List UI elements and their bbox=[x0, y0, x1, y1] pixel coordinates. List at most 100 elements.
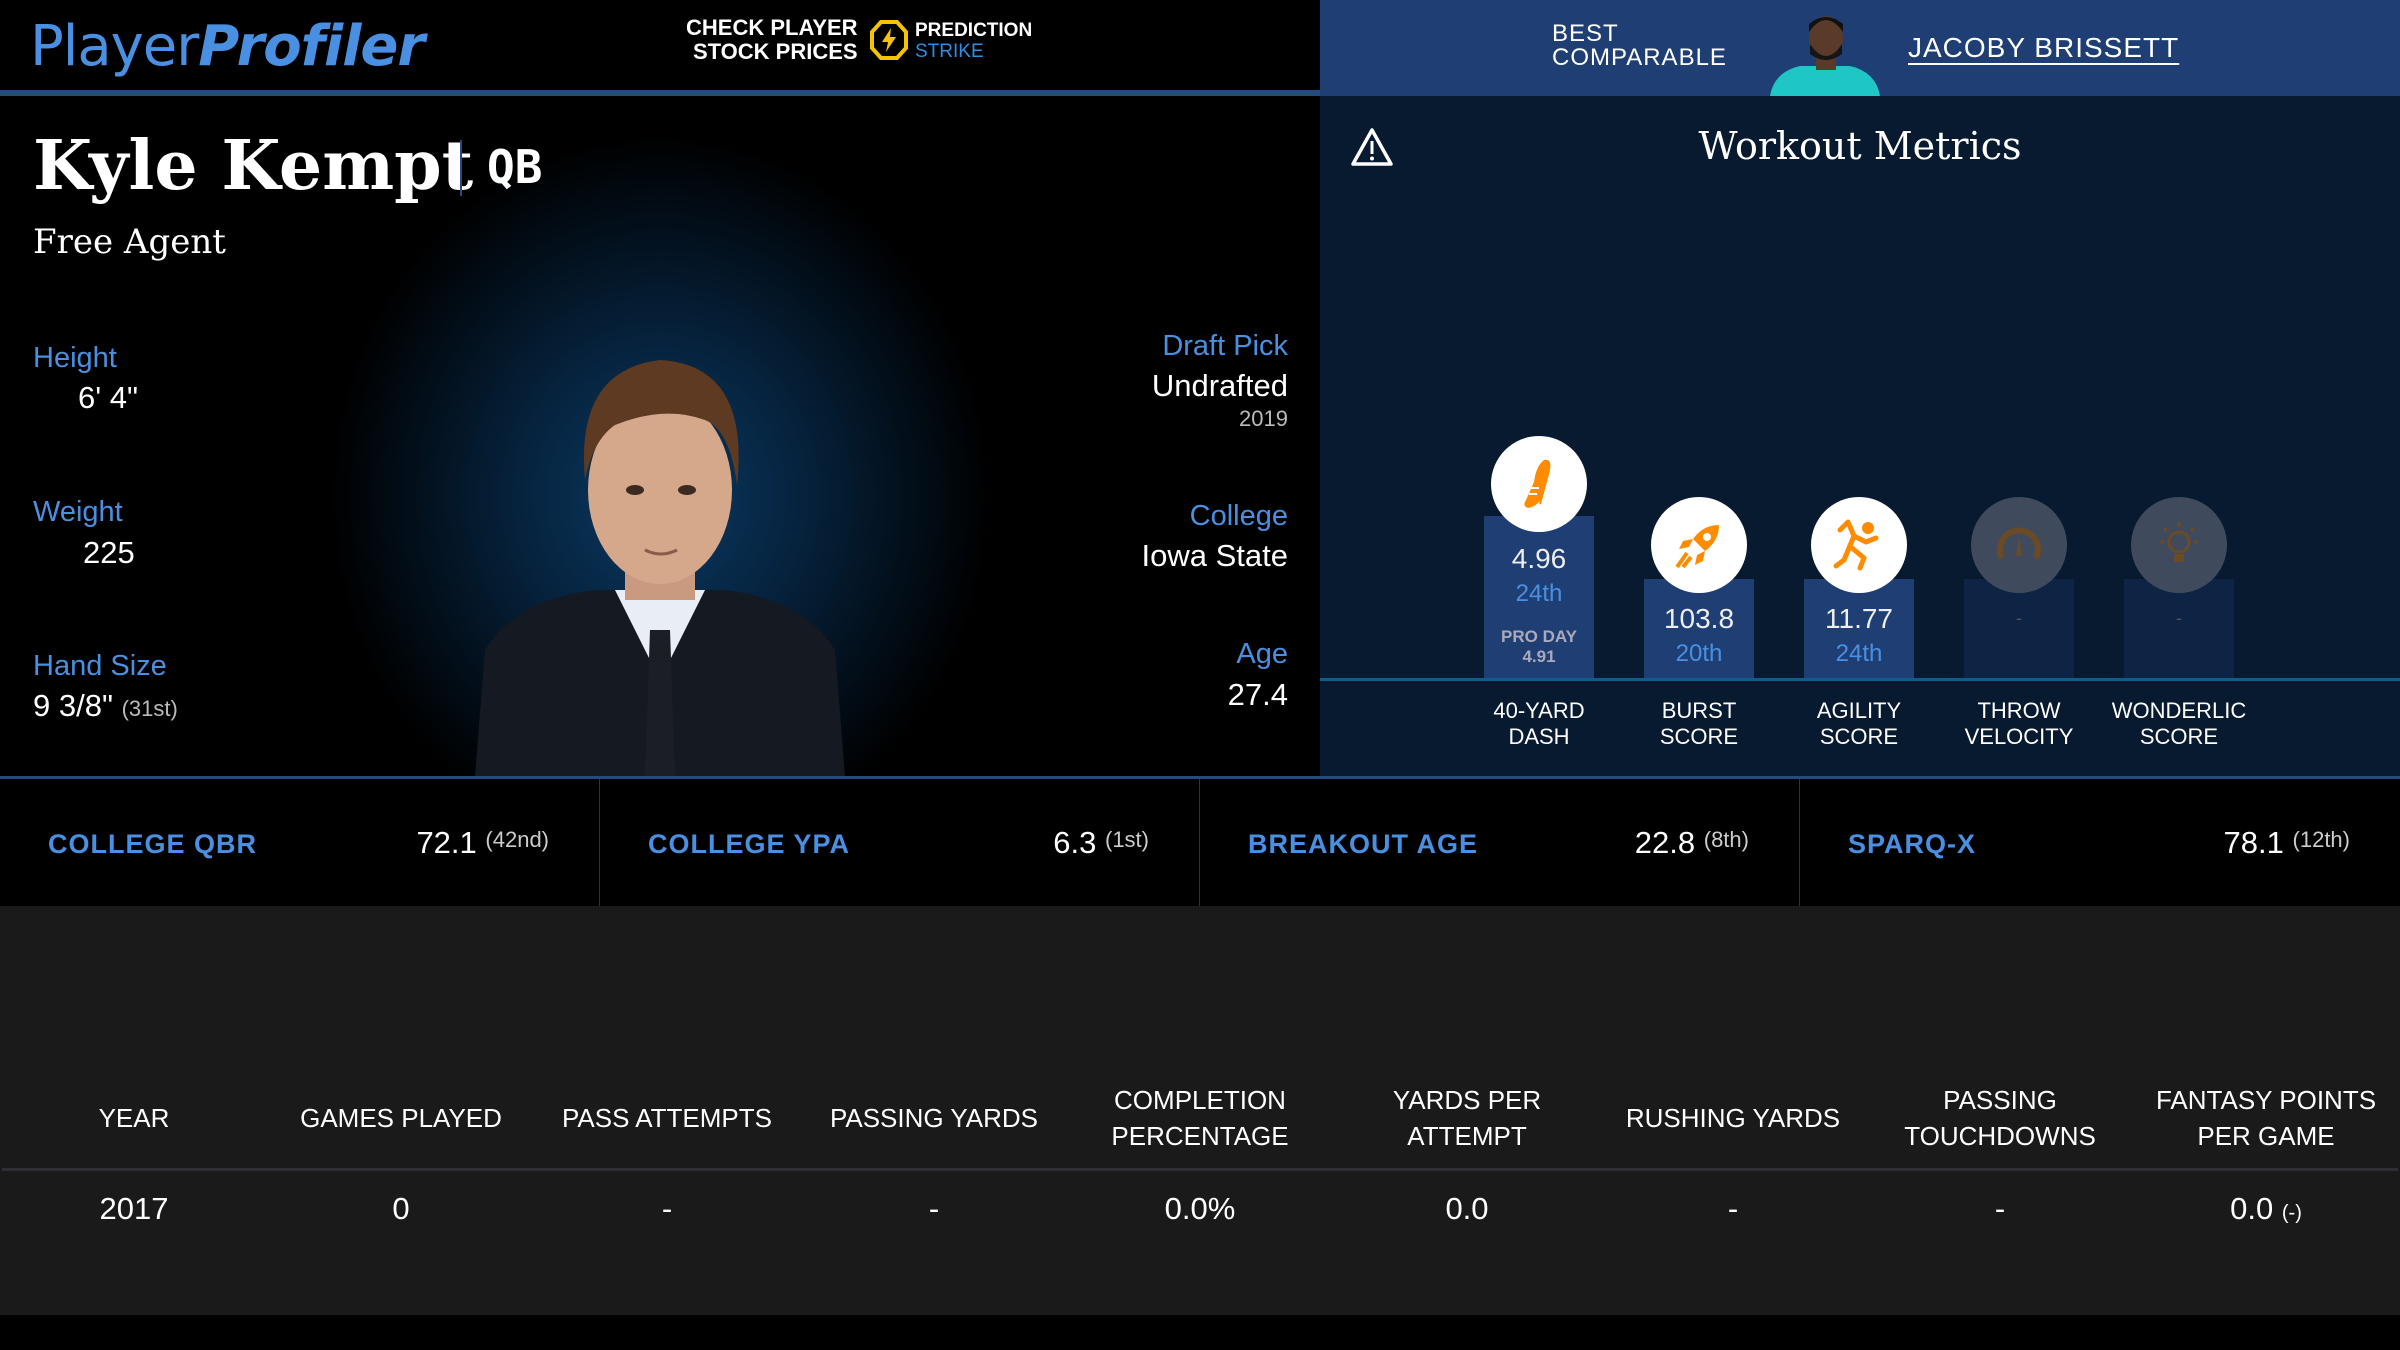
logo[interactable]: PlayerProfiler bbox=[30, 14, 425, 79]
promo-link[interactable]: CHECK PLAYER STOCK PRICES bbox=[686, 16, 858, 64]
metric-value: 103.8 bbox=[1663, 603, 1735, 634]
comparable-player-link[interactable]: JACOBY BRISSETT bbox=[1908, 32, 2180, 63]
stat-label[interactable]: COLLEGE QBR bbox=[48, 829, 258, 859]
cell-fantasy-points-per-game: 0.0 (-) bbox=[2133, 1191, 2399, 1227]
fp-value: 0.0 bbox=[2230, 1191, 2274, 1226]
promo-line2: STOCK PRICES bbox=[692, 39, 858, 64]
metric-wonderlic-score[interactable]: - bbox=[2124, 0, 2234, 678]
cell-completion-percentage: 0.0% bbox=[1164, 1191, 1236, 1226]
stat-value: 78.1 (12th) bbox=[2224, 825, 2350, 861]
prediction-strike-brand[interactable]: PREDICTION STRIKE bbox=[915, 20, 1032, 62]
metric-value: 11.77 bbox=[1825, 603, 1893, 634]
player-team: Free Agent bbox=[33, 222, 226, 262]
column-header-passing-yards[interactable]: PASSING YARDS bbox=[829, 1103, 1039, 1133]
stat-rank: (1st) bbox=[1105, 827, 1149, 852]
metric-value: - bbox=[2016, 608, 2022, 628]
best-line2: COMPARABLE bbox=[1552, 44, 1727, 71]
stat-college-ypa: COLLEGE YPA 6.3 (1st) bbox=[600, 779, 1200, 906]
college-value: Iowa State bbox=[1141, 538, 1288, 573]
logo-text-profiler: Profiler bbox=[198, 14, 425, 79]
column-header-fantasy-points-per-game[interactable]: FANTASY POINTS PER GAME bbox=[2155, 1085, 2377, 1151]
metric-burst-score[interactable]: 103.8 20th bbox=[1644, 0, 1754, 678]
stat-rank: (12th) bbox=[2292, 827, 2350, 852]
stat-college-qbr: COLLEGE QBR 72.1 (42nd) bbox=[0, 779, 600, 906]
key-stats-bar: COLLEGE QBR 72.1 (42nd) COLLEGE YPA 6.3 (1… bbox=[0, 776, 2400, 906]
metric-label-40-yard-dash: 40-YARD DASH bbox=[1459, 698, 1619, 750]
label-line2: SCORE bbox=[2139, 724, 2219, 749]
lightbulb-icon bbox=[2131, 497, 2227, 593]
column-header-completion-percentage[interactable]: COMPLETION PERCENTAGE bbox=[1111, 1085, 1289, 1151]
stat-number: 72.1 bbox=[416, 825, 477, 860]
metric-rank: 24th bbox=[1835, 640, 1883, 667]
label-line1: AGILITY bbox=[1816, 698, 1902, 723]
stat-sparq-x: SPARQ-X 78.1 (12th) bbox=[1800, 779, 2400, 906]
label-line2: DASH bbox=[1508, 724, 1570, 749]
label-line1: BURST bbox=[1661, 698, 1737, 723]
fp-rank: (-) bbox=[2281, 1202, 2302, 1224]
label-line1: WONDERLIC bbox=[2111, 698, 2247, 723]
weight-label: Weight bbox=[33, 496, 123, 528]
top-bar bbox=[0, 0, 1320, 90]
cell-passing-yards: - bbox=[928, 1191, 940, 1226]
metric-label-throw-velocity: THROW VELOCITY bbox=[1939, 698, 2099, 750]
table-header-divider bbox=[2, 1168, 2398, 1171]
cell-passing-touchdowns: - bbox=[1994, 1191, 2006, 1226]
stat-breakout-age: BREAKOUT AGE 22.8 (8th) bbox=[1200, 779, 1800, 906]
player-name: Kyle Kempt bbox=[33, 126, 474, 206]
age-label: Age bbox=[1236, 638, 1288, 670]
stats-table: YEAR GAMES PLAYED PASS ATTEMPTS PASSING … bbox=[0, 906, 2400, 1315]
warning-icon[interactable] bbox=[1350, 126, 1394, 170]
draft-pick-label: Draft Pick bbox=[1162, 330, 1288, 362]
label-line2: SCORE bbox=[1659, 724, 1739, 749]
cell-rushing-yards: - bbox=[1727, 1191, 1739, 1226]
cell-year: 2017 bbox=[99, 1191, 169, 1226]
player-position: QB bbox=[487, 140, 543, 194]
draft-pick-value: Undrafted bbox=[1151, 368, 1288, 403]
metric-bar bbox=[1644, 579, 1754, 678]
hand-size-value: 9 3/8" bbox=[33, 688, 113, 723]
label-line1: THROW bbox=[1977, 698, 2061, 723]
column-header-yards-per-attempt[interactable]: YARDS PER ATTEMPT bbox=[1392, 1085, 1542, 1151]
metric-value: 4.96 bbox=[1511, 543, 1567, 574]
column-header-games-played[interactable]: GAMES PLAYED bbox=[300, 1103, 502, 1133]
metric-40-yard-dash[interactable]: 4.96 24th PRO DAY 4.91 bbox=[1484, 0, 1594, 678]
metric-agility-score[interactable]: 11.77 24th bbox=[1804, 0, 1914, 678]
label-line2: SCORE bbox=[1819, 724, 1899, 749]
metric-value: - bbox=[2176, 608, 2182, 628]
label-line1: 40-YARD bbox=[1493, 698, 1585, 723]
column-header-year[interactable]: YEAR bbox=[98, 1103, 170, 1133]
pro-day-label: PRO DAY bbox=[1501, 627, 1577, 646]
metric-rank: 20th bbox=[1675, 640, 1723, 667]
hand-size: 9 3/8" (31st) bbox=[33, 688, 178, 724]
cell-games-played: 0 bbox=[392, 1191, 410, 1226]
column-header-passing-touchdowns[interactable]: PASSING TOUCHDOWNS bbox=[1904, 1085, 2096, 1151]
weight-value: 225 bbox=[83, 535, 135, 570]
stat-number: 6.3 bbox=[1053, 825, 1097, 860]
logo-text-player: Player bbox=[30, 14, 199, 79]
metric-throw-velocity[interactable]: - bbox=[1964, 0, 2074, 678]
hand-size-rank: (31st) bbox=[121, 696, 178, 721]
metric-bar bbox=[1964, 579, 2074, 678]
shoe-icon bbox=[1491, 436, 1587, 532]
stat-number: 22.8 bbox=[1634, 825, 1696, 860]
hand-size-label: Hand Size bbox=[33, 650, 167, 682]
stat-label[interactable]: COLLEGE YPA bbox=[648, 829, 851, 859]
metric-rank: 24th bbox=[1515, 580, 1563, 607]
pro-day-value: 4.91 bbox=[1522, 647, 1556, 666]
stat-label[interactable]: SPARQ-X bbox=[1848, 829, 1977, 859]
promo-line1: CHECK PLAYER bbox=[686, 15, 858, 40]
top-bar-underline bbox=[0, 90, 1320, 96]
column-header-rushing-yards[interactable]: RUSHING YARDS bbox=[1625, 1103, 1841, 1133]
column-header-pass-attempts[interactable]: PASS ATTEMPTS bbox=[562, 1103, 772, 1133]
runner-icon bbox=[1811, 497, 1907, 593]
metric-bar bbox=[1804, 579, 1914, 678]
rocket-icon bbox=[1651, 497, 1747, 593]
name-divider bbox=[460, 140, 462, 196]
stat-label[interactable]: BREAKOUT AGE bbox=[1248, 829, 1479, 859]
best-comparable-label: BEST COMPARABLE bbox=[1552, 22, 1727, 70]
cell-pass-attempts: - bbox=[661, 1191, 673, 1226]
speedometer-icon bbox=[1971, 497, 2067, 593]
comparable-player-photo bbox=[1770, 16, 1880, 96]
player-photo bbox=[475, 360, 845, 776]
brand-line1: PREDICTION bbox=[915, 20, 1033, 41]
